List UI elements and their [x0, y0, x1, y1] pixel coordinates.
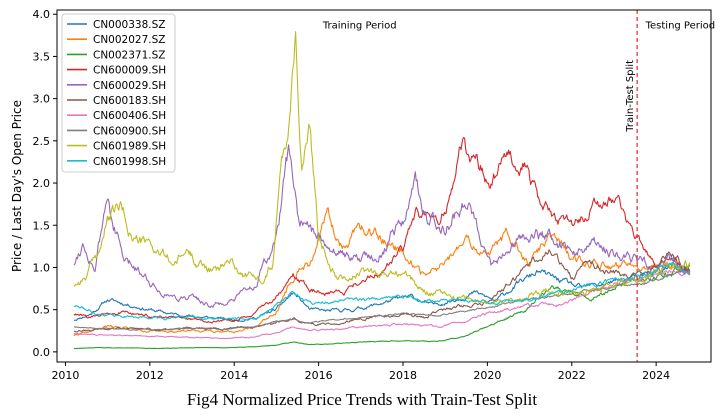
legend: CN000338.SZ CN002027.SZ CN002371.SZ CN60000… — [61, 13, 176, 173]
y-tick-label: 2.0 — [33, 177, 51, 190]
x-tick-label: 2022 — [558, 369, 586, 382]
training-period-label: Training Period — [322, 21, 397, 32]
y-tick-label: 4.0 — [33, 8, 51, 21]
figure-caption: Fig4 Normalized Price Trends with Train-… — [186, 390, 538, 409]
series-group — [73, 31, 691, 350]
x-tick-label: 2012 — [136, 369, 164, 382]
legend-entry: CN601998.SH — [93, 156, 166, 168]
y-tick-label: 0.0 — [33, 346, 51, 359]
legend-box — [61, 13, 176, 173]
x-tick-label: 2024 — [642, 369, 670, 382]
y-tick-label: 2.5 — [33, 135, 51, 148]
y-tick-label: 3.0 — [33, 93, 51, 106]
legend-entry: CN600029.SH — [93, 80, 166, 92]
legend-entry: CN601989.SH — [93, 141, 166, 153]
x-tick-label: 2014 — [220, 369, 248, 382]
legend-entry: CN600900.SH — [93, 125, 166, 137]
x-tick-label: 2010 — [51, 369, 79, 382]
series-line-cn600406-sh — [73, 269, 691, 340]
series-line-cn002371-sz — [73, 264, 691, 350]
y-tick-label: 3.5 — [33, 50, 51, 63]
series-line-cn601989-sh — [73, 31, 691, 305]
y-tick-label: 1.5 — [33, 219, 51, 232]
x-tick-label: 2016 — [305, 369, 333, 382]
y-tick-label: 1.0 — [33, 261, 51, 274]
legend-entry: CN002027.SZ — [93, 34, 165, 46]
y-axis-label: Price / Last Day's Open Price — [10, 100, 24, 272]
series-line-cn002027-sz — [73, 207, 691, 336]
legend-entry: CN600009.SH — [93, 65, 166, 77]
legend-entry: CN002371.SZ — [93, 49, 165, 61]
series-line-cn600029-sh — [73, 144, 691, 309]
split-label: Train-Test Split — [625, 60, 636, 133]
y-tick-label: 0.5 — [33, 304, 51, 317]
x-tick-label: 2020 — [473, 369, 501, 382]
legend-entry: CN000338.SZ — [93, 19, 165, 31]
legend-entry: CN600183.SH — [93, 95, 166, 107]
legend-entry: CN600406.SH — [93, 110, 166, 122]
plot-frame — [56, 9, 712, 363]
x-tick-label: 2018 — [389, 369, 417, 382]
series-line-cn600900-sh — [73, 269, 691, 331]
price-trend-chart: Train-Test Split Training Period Testing P… — [10, 8, 716, 382]
series-line-cn601998-sh — [73, 261, 691, 321]
testing-period-label: Testing Period — [645, 21, 716, 32]
